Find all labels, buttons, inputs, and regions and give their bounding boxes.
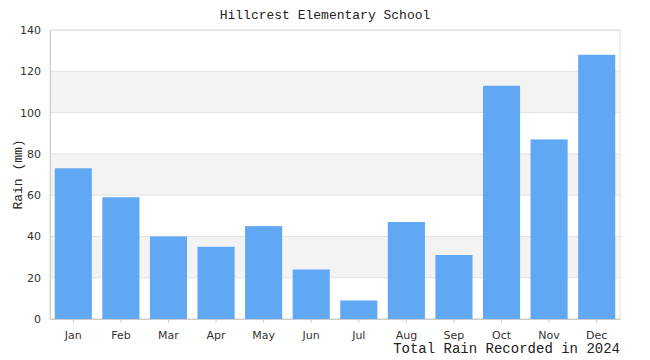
x-tick-mark bbox=[406, 319, 407, 323]
plot-frame bbox=[50, 30, 620, 319]
x-tick: Nov bbox=[538, 319, 560, 342]
y-tick: 100 bbox=[20, 107, 50, 120]
x-tick: Aug bbox=[396, 319, 417, 342]
y-tick-label: 80 bbox=[27, 148, 41, 161]
x-tick-label: Apr bbox=[207, 329, 227, 342]
y-tick-label: 0 bbox=[34, 313, 41, 326]
x-tick-mark bbox=[73, 319, 74, 323]
x-tick-label: Feb bbox=[111, 329, 130, 342]
x-tick: Mar bbox=[158, 319, 179, 342]
grid-line bbox=[50, 112, 620, 113]
x-tick-label: Jul bbox=[351, 329, 365, 342]
x-tick-label: May bbox=[252, 329, 275, 342]
x-tick-mark bbox=[311, 319, 312, 323]
x-tick-label: Jan bbox=[64, 329, 82, 342]
bar bbox=[531, 139, 568, 319]
y-tick: 0 bbox=[34, 313, 50, 326]
x-tick-mark bbox=[453, 319, 454, 323]
title: Hillcrest Elementary School bbox=[220, 8, 431, 23]
y-tick-label: 20 bbox=[27, 272, 41, 285]
x-axis: Jan Feb Mar Apr May Jun Jul Aug Sep Oct Nov Dec bbox=[51, 319, 621, 342]
x-tick-label: Oct bbox=[492, 329, 512, 342]
x-tick: May bbox=[252, 319, 275, 342]
x-tick-label: Dec bbox=[586, 329, 607, 342]
x-tick-mark bbox=[358, 319, 359, 323]
grid bbox=[50, 30, 620, 319]
bar bbox=[578, 55, 615, 319]
x-tick: Sep bbox=[444, 319, 465, 342]
bar bbox=[245, 226, 282, 319]
grid-line bbox=[50, 30, 620, 31]
y-tick-label: 140 bbox=[20, 24, 41, 37]
bar bbox=[435, 255, 472, 319]
x-tick-mark bbox=[120, 319, 121, 323]
y-tick: 40 bbox=[27, 230, 50, 243]
x-tick-label: Jun bbox=[302, 329, 320, 342]
x-tick: Apr bbox=[207, 319, 227, 342]
y-axis-line bbox=[50, 31, 51, 320]
y-tick-label: 40 bbox=[27, 230, 41, 243]
x-tick-mark bbox=[168, 319, 169, 323]
x-tick-label: Aug bbox=[396, 329, 417, 342]
x-tick-mark bbox=[216, 319, 217, 323]
x-tick: Feb bbox=[111, 319, 130, 342]
y-tick: 80 bbox=[27, 148, 50, 161]
plot: 0 20 40 60 80 100 120 140 Jan Feb Mar Apr May Jun Jul A… bbox=[20, 24, 621, 342]
bar bbox=[293, 269, 330, 319]
y-tick: 120 bbox=[20, 65, 50, 78]
grid-band bbox=[50, 71, 620, 112]
bar bbox=[150, 236, 187, 319]
bars bbox=[55, 55, 615, 319]
x-tick-mark bbox=[501, 319, 502, 323]
x-tick: Jan bbox=[64, 319, 82, 342]
bar bbox=[388, 222, 425, 319]
x-tick-label: Mar bbox=[158, 329, 179, 342]
bar bbox=[197, 247, 234, 319]
x-tick-mark bbox=[263, 319, 264, 323]
bar bbox=[483, 86, 520, 319]
x-tick: Jun bbox=[302, 319, 320, 342]
y-tick-label: 100 bbox=[20, 107, 41, 120]
y-tick: 20 bbox=[27, 272, 50, 285]
y-tick-label: 120 bbox=[20, 65, 41, 78]
chart: 0 20 40 60 80 100 120 140 Jan Feb Mar Apr May Jun Jul A… bbox=[0, 0, 650, 360]
grid-line bbox=[50, 71, 620, 72]
x-tick-mark bbox=[549, 319, 550, 323]
y-tick-label: 60 bbox=[27, 189, 41, 202]
y-tick: 140 bbox=[20, 24, 50, 37]
x-axis-title: Total Rain Recorded in 2024 bbox=[393, 341, 620, 357]
bar bbox=[340, 300, 377, 319]
x-tick-label: Nov bbox=[538, 329, 560, 342]
x-tick-label: Sep bbox=[444, 329, 465, 342]
x-axis-line bbox=[51, 319, 621, 320]
x-tick: Oct bbox=[492, 319, 512, 342]
bar bbox=[55, 168, 92, 319]
x-tick: Dec bbox=[586, 319, 607, 342]
y-axis-title: Rain (mm) bbox=[11, 139, 26, 209]
x-tick: Jul bbox=[351, 319, 365, 342]
y-tick: 60 bbox=[27, 189, 50, 202]
bar bbox=[102, 197, 139, 319]
x-tick-mark bbox=[596, 319, 597, 323]
